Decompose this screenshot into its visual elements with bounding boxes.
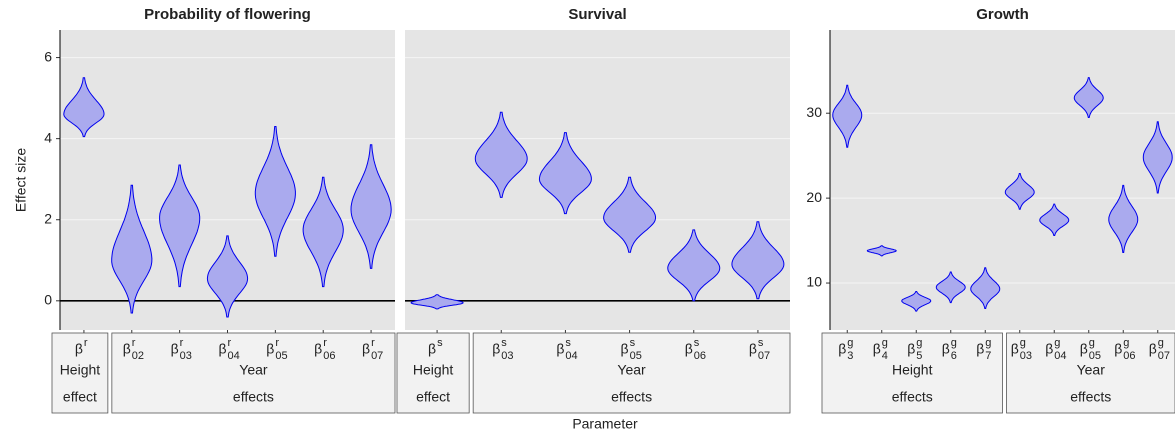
x-tick-sup: g <box>1054 337 1060 349</box>
group-label: Height <box>60 362 101 378</box>
panel-title: Survival <box>568 6 626 23</box>
x-tick-symbol: β <box>314 341 322 357</box>
x-tick-symbol: β <box>556 341 564 357</box>
x-tick-sub: 05 <box>630 350 642 362</box>
group-label: Height <box>892 362 933 378</box>
y-tick-label: 30 <box>806 104 822 120</box>
panel-title: Probability of flowering <box>144 6 311 23</box>
x-tick-symbol: β <box>749 341 757 357</box>
y-axis-label: Effect size <box>13 148 29 213</box>
x-tick-symbol: β <box>907 341 915 357</box>
x-tick-sup: s <box>758 337 764 349</box>
x-tick-sub: 07 <box>371 350 383 362</box>
y-tick-label: 6 <box>44 48 52 64</box>
group-label: effects <box>233 389 274 405</box>
x-tick-sup: g <box>1089 337 1095 349</box>
x-tick-symbol: β <box>171 341 179 357</box>
x-tick-sup: s <box>630 337 636 349</box>
y-tick-label: 10 <box>806 274 822 290</box>
x-tick-symbol: β <box>75 341 83 357</box>
panel-title: Growth <box>976 6 1029 23</box>
y-tick-label: 4 <box>44 129 52 145</box>
x-tick-sub: 04 <box>565 350 577 362</box>
x-tick-sub: 5 <box>916 350 922 362</box>
y-tick-label: 0 <box>44 292 52 308</box>
x-tick-sup: r <box>275 337 279 349</box>
x-tick-symbol: β <box>1011 341 1019 357</box>
x-tick-symbol: β <box>838 341 846 357</box>
x-tick-sub: 06 <box>1123 350 1135 362</box>
y-tick-label: 20 <box>806 189 822 205</box>
x-tick-sup: r <box>323 337 327 349</box>
x-tick-sub: 03 <box>501 350 513 362</box>
x-tick-sup: g <box>1123 337 1129 349</box>
x-tick-symbol: β <box>1045 341 1053 357</box>
x-tick-symbol: β <box>1080 341 1088 357</box>
group-label: Height <box>413 362 454 378</box>
x-tick-symbol: β <box>362 341 370 357</box>
x-tick-sup: s <box>565 337 571 349</box>
x-tick-sup: r <box>132 337 136 349</box>
group-label: effect <box>416 389 450 405</box>
x-tick-sup: g <box>916 337 922 349</box>
x-tick-symbol: β <box>1149 341 1157 357</box>
x-tick-sub: 07 <box>758 350 770 362</box>
y-tick-label: 2 <box>44 210 52 226</box>
x-tick-sub: 04 <box>1054 350 1066 362</box>
group-label: Year <box>617 362 646 378</box>
x-tick-sub: 04 <box>228 350 240 362</box>
x-tick-sup: s <box>437 337 443 349</box>
x-tick-symbol: β <box>685 341 693 357</box>
panel-background <box>405 30 790 330</box>
x-tick-symbol: β <box>123 341 131 357</box>
x-tick-sub: 06 <box>694 350 706 362</box>
group-label: effects <box>1070 389 1111 405</box>
x-axis-label: Parameter <box>572 416 638 432</box>
x-tick-symbol: β <box>1114 341 1122 357</box>
x-tick-sub: 06 <box>323 350 335 362</box>
panel-background <box>830 30 1175 330</box>
x-tick-sup: g <box>951 337 957 349</box>
x-tick-sub: 05 <box>275 350 287 362</box>
group-label: effect <box>63 389 97 405</box>
x-tick-sup: s <box>501 337 507 349</box>
x-tick-symbol: β <box>266 341 274 357</box>
x-tick-sub: 6 <box>951 350 957 362</box>
group-label: Year <box>239 362 268 378</box>
x-tick-sup: g <box>882 337 888 349</box>
x-tick-symbol: β <box>218 341 226 357</box>
group-label: effects <box>611 389 652 405</box>
x-tick-sup: s <box>694 337 700 349</box>
x-tick-sub: 03 <box>1020 350 1032 362</box>
x-tick-sub: 07 <box>1158 350 1170 362</box>
x-tick-sup: r <box>180 337 184 349</box>
x-tick-sup: r <box>228 337 232 349</box>
x-tick-sub: 02 <box>132 350 144 362</box>
x-tick-sub: 03 <box>180 350 192 362</box>
group-label: effects <box>892 389 933 405</box>
x-tick-symbol: β <box>492 341 500 357</box>
x-tick-sup: g <box>1020 337 1026 349</box>
x-tick-sup: r <box>371 337 375 349</box>
x-tick-symbol: β <box>942 341 950 357</box>
x-tick-sub: 7 <box>985 350 991 362</box>
x-tick-sup: g <box>1158 337 1164 349</box>
x-tick-sup: g <box>985 337 991 349</box>
group-label: Year <box>1077 362 1106 378</box>
x-tick-sup: g <box>847 337 853 349</box>
x-tick-symbol: β <box>873 341 881 357</box>
x-tick-sub: 3 <box>847 350 853 362</box>
x-tick-sub: 05 <box>1089 350 1101 362</box>
x-tick-symbol: β <box>621 341 629 357</box>
x-tick-sup: r <box>84 337 88 349</box>
x-tick-symbol: β <box>428 341 436 357</box>
x-tick-sub: 4 <box>882 350 888 362</box>
x-tick-symbol: β <box>976 341 984 357</box>
